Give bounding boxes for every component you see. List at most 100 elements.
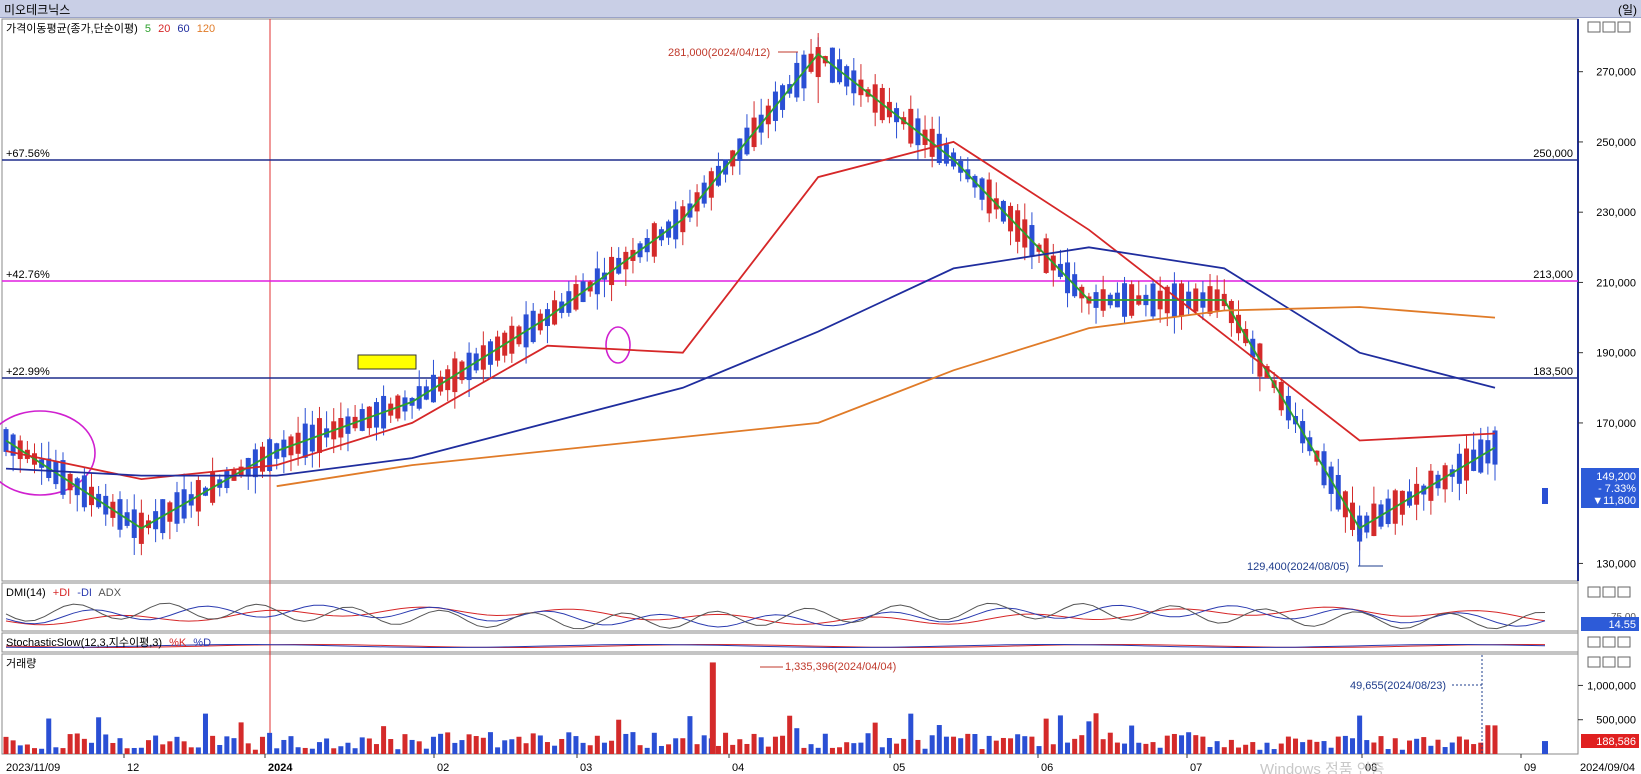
moving-average-lines xyxy=(5,52,1496,530)
volume-bar xyxy=(1328,747,1334,754)
volume-bar xyxy=(1036,746,1042,754)
volume-bar xyxy=(316,742,322,754)
volume-bar xyxy=(1236,747,1242,754)
volume-bar xyxy=(1000,737,1006,754)
volume-bar xyxy=(445,732,451,754)
volume-bar xyxy=(822,733,828,754)
volume-bar xyxy=(1421,737,1427,754)
volume-bar xyxy=(473,736,479,754)
volume-bar xyxy=(96,717,102,754)
current-change: ▼11,800 xyxy=(1592,495,1636,507)
dmi-restore-button[interactable] xyxy=(1602,586,1616,598)
volume-min-button[interactable] xyxy=(1587,656,1601,668)
volume-bar xyxy=(1478,742,1484,754)
volume-bar xyxy=(1492,725,1498,754)
volume-bar xyxy=(829,747,835,754)
volume-bar xyxy=(1264,742,1270,754)
stoch-min-button[interactable] xyxy=(1587,636,1601,648)
volume-bar xyxy=(922,748,928,754)
volume-bar xyxy=(1008,738,1014,754)
ma-line-5 xyxy=(5,52,1496,530)
volume-bar xyxy=(1107,732,1113,754)
volume-bar xyxy=(46,718,52,754)
volume-restore-button[interactable] xyxy=(1602,656,1616,668)
price-tick-label: 270,000 xyxy=(1596,67,1636,79)
volume-bar xyxy=(1193,735,1199,754)
x-tick-label: 03 xyxy=(580,762,592,774)
volume-bar xyxy=(1022,736,1028,754)
panel-frames xyxy=(1,18,1579,755)
volume-bar xyxy=(1485,725,1491,754)
stoch-restore-button[interactable] xyxy=(1602,636,1616,648)
stoch-panel-title: StochasticSlow(12,3,지수이평,3) xyxy=(6,636,162,649)
volume-bar xyxy=(936,725,942,754)
volume-bar xyxy=(39,748,45,754)
volume-bar xyxy=(181,741,187,754)
volume-bar xyxy=(951,736,957,754)
volume-bar xyxy=(815,747,821,754)
period-unit: (일) xyxy=(1617,3,1637,17)
volume-bar xyxy=(167,741,173,754)
panel-close-button[interactable] xyxy=(1617,21,1631,33)
stock-name: 미오테크닉스 xyxy=(4,3,71,17)
x-tick-label: 02 xyxy=(437,762,449,774)
price-panel-frame xyxy=(1,18,1579,582)
volume-bar xyxy=(74,733,80,754)
volume-bar xyxy=(1079,735,1085,754)
volume-bar xyxy=(131,747,137,754)
x-tick-label: 12 xyxy=(127,762,139,774)
dmi-line--DI xyxy=(5,604,1546,628)
x-tick-label: 08 xyxy=(1365,762,1377,774)
panel-min-button[interactable] xyxy=(1587,21,1601,33)
volume-bar xyxy=(1143,743,1149,754)
volume-bar xyxy=(1392,738,1398,754)
volume-bar xyxy=(993,740,999,754)
volume-bar xyxy=(302,747,308,754)
volume-bar xyxy=(210,735,216,754)
dmi-close-button[interactable] xyxy=(1617,586,1631,598)
volume-bar xyxy=(188,747,194,754)
volume-bar xyxy=(530,733,536,754)
volume-bar xyxy=(480,737,486,754)
current-change-pct: - 7.33% xyxy=(1598,483,1636,495)
dmi-panel-frame xyxy=(1,582,1579,632)
volume-bar xyxy=(1307,739,1313,754)
volume-bar xyxy=(195,747,201,754)
volume-bar xyxy=(423,748,429,754)
price-panel-title: 가격이동평균(종가,단순이평) xyxy=(6,22,138,35)
stoch-line-%D xyxy=(5,644,1546,649)
adx-legend: ADX xyxy=(98,587,121,599)
volume-bar xyxy=(929,735,935,754)
volume-bar xyxy=(730,744,736,754)
stoch-close-button[interactable] xyxy=(1617,636,1631,648)
volume-bar xyxy=(516,736,522,754)
volume-bar xyxy=(1086,721,1092,754)
volume-bar xyxy=(587,745,593,754)
volume-bar xyxy=(1200,736,1206,754)
volume-bar xyxy=(1385,749,1391,754)
volume-bar xyxy=(1342,735,1348,754)
volume-bar xyxy=(1179,735,1185,754)
volume-tick-label: 1,000,000 xyxy=(1587,680,1636,692)
volume-bar xyxy=(972,734,978,754)
high-candle xyxy=(815,47,821,78)
volume-bar xyxy=(1278,743,1284,754)
dmi-min-button[interactable] xyxy=(1587,586,1601,598)
level-pct-183500: +22.99% xyxy=(6,366,50,378)
volume-bar xyxy=(17,745,23,754)
volume-bar xyxy=(259,736,265,754)
last-candle xyxy=(1542,487,1548,504)
volume-bar xyxy=(1399,749,1405,754)
volume-bar xyxy=(359,737,365,754)
price-panel-legend: 가격이동평균(종가,단순이평) 5 20 60 120 xyxy=(6,22,215,35)
volume-bar xyxy=(1050,744,1056,754)
volume-bar xyxy=(1364,740,1370,754)
ma-line-60 xyxy=(5,246,1496,477)
volume-close-button[interactable] xyxy=(1617,656,1631,668)
ma20-legend: 20 xyxy=(158,23,170,35)
panel-restore-button[interactable] xyxy=(1602,21,1616,33)
volume-bar xyxy=(1414,738,1420,754)
panel-buttons[interactable] xyxy=(1587,21,1631,668)
volume-bar xyxy=(1428,745,1434,754)
